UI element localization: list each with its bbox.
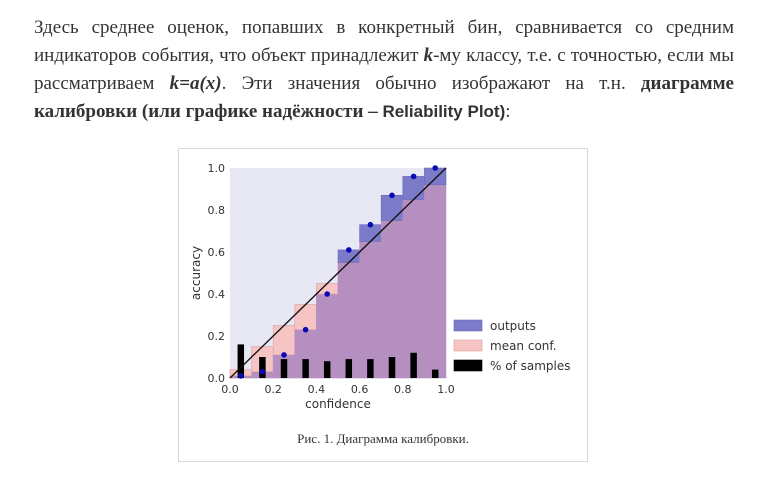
- legend-outputs-swatch: [453, 319, 483, 332]
- accuracy-point: [410, 173, 417, 180]
- x-axis-label: confidence: [305, 397, 371, 411]
- mean-conf-bar: [272, 325, 296, 356]
- x-tick-label: 0.2: [264, 383, 282, 396]
- text-part-3: . Эти значения обычно изображают на т.н.: [221, 73, 641, 94]
- outputs-bar: [402, 176, 425, 200]
- figure-caption: Рис. 1. Диаграмма калибровки.: [297, 431, 469, 446]
- y-tick-label: 0.0: [208, 372, 226, 385]
- samples-bar: [410, 352, 417, 378]
- accuracy-point: [238, 373, 244, 379]
- outputs-bar: [380, 194, 404, 221]
- overlap-bar: [359, 241, 382, 379]
- legend: outputs mean conf. % of samples: [453, 319, 570, 373]
- accuracy-point: [432, 165, 438, 171]
- samples-bar: [302, 359, 309, 378]
- bold-term: диаграмме калибровки (или графике надёжн…: [34, 73, 734, 122]
- bold-term-english: Reliability Plot): [382, 102, 506, 121]
- accuracy-point: [259, 368, 266, 375]
- samples-bar: [367, 359, 374, 378]
- x-tick-label: 1.0: [437, 383, 455, 396]
- x-tick-label: 0.4: [308, 383, 326, 396]
- legend-mean-conf-swatch: [453, 339, 483, 352]
- y-tick-label: 0.2: [208, 330, 226, 343]
- k-symbol: k: [423, 45, 434, 66]
- accuracy-point: [367, 221, 374, 228]
- y-axis-label: accuracy: [189, 246, 203, 300]
- figure: 0.0 0.2 0.4 0.6 0.8 1.0 0.0 0.2 0.4 0.6 0.8 1.0 con…: [178, 148, 588, 462]
- samples-bar: [345, 359, 353, 378]
- samples-bar: [323, 361, 331, 378]
- overlap-bar: [380, 220, 404, 379]
- text-part-2: -му классу, т.е. с точностью, если мы ра…: [34, 45, 734, 94]
- perfect-calibration-line: [229, 167, 447, 379]
- y-tick-label: 0.8: [208, 204, 226, 217]
- overlap-bar: [424, 184, 447, 379]
- x-tick-label: 0.6: [351, 383, 369, 396]
- mean-conf-bar: [294, 304, 317, 331]
- formula: k=a(x): [169, 73, 222, 94]
- accuracy-point: [302, 326, 309, 333]
- legend-samples-swatch: [453, 359, 483, 372]
- overlap-bar: [402, 199, 425, 379]
- accuracy-point: [346, 247, 352, 253]
- text-part-1: Здесь среднее оценок, попавших в конкрет…: [34, 17, 734, 66]
- samples-bar: [431, 369, 439, 378]
- x-tick-label: 0.0: [221, 383, 239, 396]
- y-tick-label: 0.4: [208, 288, 226, 301]
- samples-bar: [280, 359, 288, 378]
- legend-samples-label: % of samples: [490, 359, 570, 373]
- accuracy-point: [389, 192, 395, 199]
- samples-bar: [259, 357, 266, 378]
- intro-paragraph: Здесь среднее оценок, попавших в конкрет…: [34, 14, 734, 126]
- samples-bar: [237, 344, 245, 378]
- legend-mean-conf-label: mean conf.: [490, 339, 557, 353]
- accuracy-point: [281, 352, 287, 358]
- legend-outputs-label: outputs: [490, 319, 536, 333]
- y-tick-label: 0.6: [208, 246, 226, 259]
- x-tick-label: 0.8: [394, 383, 412, 396]
- accuracy-point: [324, 291, 330, 297]
- samples-bar: [388, 357, 396, 378]
- reliability-plot: 0.0 0.2 0.4 0.6 0.8 1.0 0.0 0.2 0.4 0.6 0.8 1.0 con…: [189, 162, 570, 411]
- y-tick-label: 1.0: [208, 162, 226, 175]
- text-part-4: :: [505, 101, 511, 122]
